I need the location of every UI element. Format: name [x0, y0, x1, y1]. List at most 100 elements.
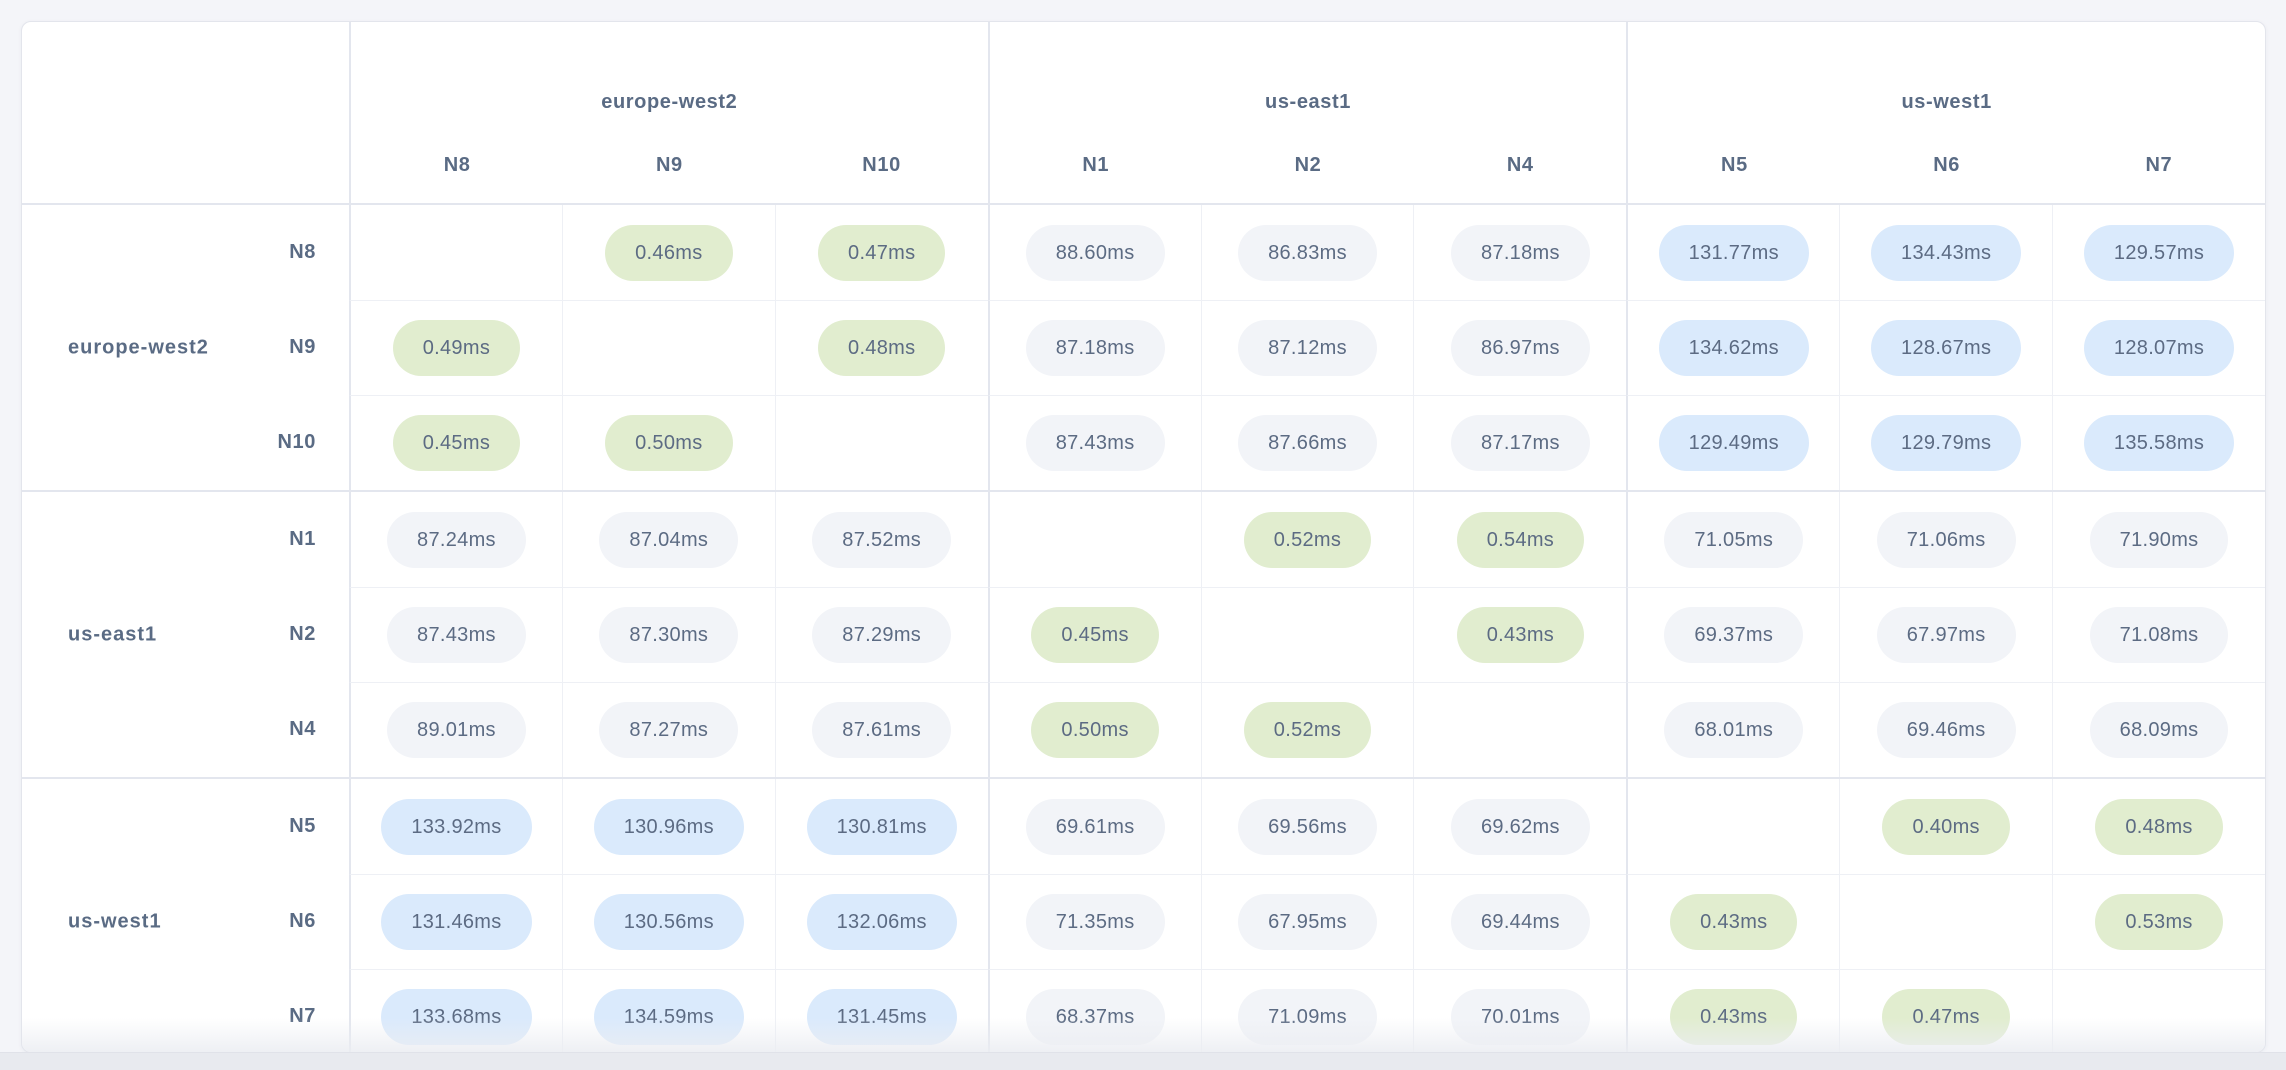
- latency-cell: 88.60ms: [987, 205, 1201, 300]
- row-node-label-N10: N10: [277, 431, 316, 453]
- latency-cell: 68.09ms: [2052, 682, 2265, 777]
- latency-cell: 69.46ms: [1839, 682, 2053, 777]
- latency-cell: 87.27ms: [561, 682, 775, 777]
- latency-cell: 129.57ms: [2052, 205, 2265, 300]
- latency-value-pill: 87.66ms: [1238, 415, 1377, 471]
- latency-cell: 86.83ms: [1200, 205, 1414, 300]
- latency-value-pill: 86.97ms: [1450, 320, 1590, 376]
- latency-cell: 69.62ms: [1413, 779, 1626, 874]
- latency-cell: 129.49ms: [1626, 395, 1840, 490]
- latency-value-pill: 129.79ms: [1871, 415, 2022, 471]
- latency-value-pill: 0.54ms: [1456, 511, 1585, 568]
- latency-cell: [987, 492, 1201, 587]
- latency-value-pill: 87.17ms: [1450, 415, 1590, 471]
- latency-value-pill: 69.61ms: [1025, 798, 1165, 855]
- column-group-header-europe-west2: europe-west2 N8 N9 N10: [349, 22, 988, 203]
- latency-cell: 0.43ms: [1626, 969, 1840, 1052]
- column-node-label-N5: N5: [1721, 154, 1748, 176]
- row-node-label-N5: N5: [289, 815, 316, 837]
- latency-value-pill: 0.43ms: [1670, 989, 1798, 1045]
- latency-cell: 0.43ms: [1413, 587, 1627, 682]
- latency-cell: 87.18ms: [1413, 205, 1626, 300]
- latency-cell: 0.52ms: [1200, 492, 1414, 587]
- latency-cell: 87.29ms: [774, 587, 988, 682]
- column-node-label-N7: N7: [2145, 154, 2173, 176]
- latency-cell: 131.45ms: [774, 969, 988, 1052]
- latency-cell: [349, 205, 562, 300]
- column-group-headers: europe-west2 N8 N9 N10 us-east1 N1 N2 N4 us-west…: [349, 22, 2265, 203]
- latency-value-pill: 87.61ms: [812, 702, 952, 758]
- latency-cell: 134.59ms: [561, 969, 775, 1052]
- latency-cell: 68.37ms: [987, 969, 1201, 1052]
- latency-cell: 87.12ms: [1200, 300, 1414, 395]
- latency-cell: 130.56ms: [561, 874, 775, 969]
- latency-cell: 67.97ms: [1839, 587, 2053, 682]
- horizontal-scrollbar-track[interactable]: [0, 1052, 2286, 1070]
- latency-value-pill: 70.01ms: [1450, 989, 1590, 1045]
- region-row-group-us-west1: us-west1 N5 N6 N7 133.92ms 130.96ms 130.81ms 69…: [22, 777, 2265, 1052]
- latency-cell: 68.01ms: [1626, 682, 1840, 777]
- latency-value-pill: 0.43ms: [1670, 894, 1798, 950]
- latency-cell: [561, 300, 775, 395]
- latency-value-pill: 68.37ms: [1025, 989, 1165, 1045]
- latency-cell: 134.62ms: [1626, 300, 1840, 395]
- latency-cell: 87.43ms: [987, 395, 1201, 490]
- latency-cell: 0.48ms: [774, 300, 988, 395]
- latency-cell: 0.45ms: [349, 395, 562, 490]
- matrix-corner-cell: [22, 22, 349, 203]
- latency-value-pill: 87.43ms: [1025, 415, 1165, 471]
- latency-value-pill: 71.09ms: [1238, 989, 1377, 1045]
- latency-cell: [1200, 587, 1414, 682]
- column-node-label-N10: N10: [862, 154, 901, 176]
- latency-value-pill: 0.43ms: [1456, 607, 1585, 663]
- region-row-group-europe-west2: europe-west2 N8 N9 N10 0.46ms 0.47ms 88.60ms 86…: [22, 205, 2265, 490]
- latency-cell: 86.97ms: [1413, 300, 1627, 395]
- matrix-column-header: europe-west2 N8 N9 N10 us-east1 N1 N2 N4 us-west…: [22, 22, 2265, 205]
- column-node-label-N2: N2: [1294, 154, 1322, 176]
- latency-value-pill: 68.01ms: [1664, 702, 1804, 758]
- latency-value-pill: 87.30ms: [599, 607, 739, 663]
- latency-cells: 87.24ms 87.04ms 87.52ms 0.52ms 0.54ms 71.05ms…: [349, 492, 2265, 777]
- latency-cell: 0.50ms: [561, 395, 775, 490]
- latency-value-pill: 71.05ms: [1664, 511, 1804, 568]
- latency-value-pill: 69.37ms: [1664, 607, 1804, 663]
- latency-value-pill: 0.50ms: [605, 415, 733, 471]
- latency-cell: 0.43ms: [1626, 874, 1840, 969]
- latency-value-pill: 71.08ms: [2089, 607, 2229, 663]
- row-node-labels: N8 N9 N10: [22, 205, 349, 490]
- latency-value-pill: 89.01ms: [387, 702, 526, 758]
- latency-cell: 87.24ms: [349, 492, 562, 587]
- latency-value-pill: 131.45ms: [806, 989, 957, 1045]
- latency-value-pill: 69.62ms: [1450, 798, 1590, 855]
- latency-value-pill: 0.50ms: [1031, 702, 1159, 758]
- latency-cell: 133.68ms: [349, 969, 562, 1052]
- row-group-header: europe-west2 N8 N9 N10: [22, 205, 349, 490]
- latency-matrix-card: europe-west2 N8 N9 N10 us-east1 N1 N2 N4 us-west…: [21, 21, 2266, 1053]
- latency-cell: 87.43ms: [349, 587, 562, 682]
- latency-value-pill: 129.49ms: [1658, 415, 1809, 471]
- latency-value-pill: 130.56ms: [593, 894, 744, 950]
- latency-cell: 0.52ms: [1200, 682, 1414, 777]
- latency-cell: [1839, 874, 2053, 969]
- latency-cell: 0.50ms: [987, 682, 1201, 777]
- latency-cell: 89.01ms: [349, 682, 562, 777]
- column-node-labels: N8 N9 N10: [351, 154, 988, 177]
- latency-cell: 87.17ms: [1413, 395, 1627, 490]
- latency-cell: 69.44ms: [1413, 874, 1627, 969]
- latency-value-pill: 0.45ms: [392, 415, 521, 471]
- latency-value-pill: 128.67ms: [1871, 320, 2022, 376]
- latency-cell: 128.07ms: [2052, 300, 2265, 395]
- latency-cell: 0.49ms: [349, 300, 562, 395]
- latency-value-pill: 67.97ms: [1876, 607, 2016, 663]
- latency-cell: 87.30ms: [561, 587, 775, 682]
- column-region-name: europe-west2: [601, 91, 738, 113]
- latency-value-pill: 69.44ms: [1450, 894, 1590, 950]
- latency-value-pill: 68.09ms: [2089, 702, 2229, 758]
- latency-cell: [1413, 682, 1627, 777]
- latency-value-pill: 86.83ms: [1238, 224, 1377, 281]
- latency-value-pill: 130.96ms: [593, 798, 744, 855]
- row-node-label-N1: N1: [289, 528, 316, 550]
- region-row-group-us-east1: us-east1 N1 N2 N4 87.24ms 87.04ms 87.52ms 0.52m…: [22, 490, 2265, 777]
- latency-value-pill: 87.24ms: [387, 511, 526, 568]
- latency-value-pill: 134.43ms: [1871, 224, 2022, 281]
